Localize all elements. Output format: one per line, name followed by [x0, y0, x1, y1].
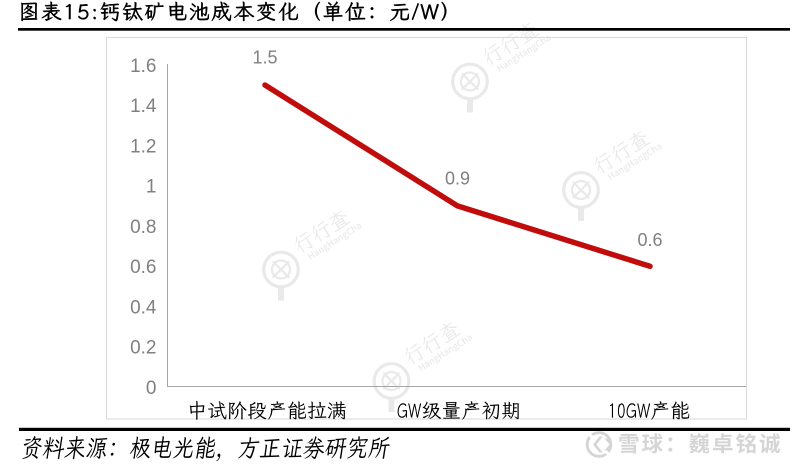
- svg-text:1.5: 1.5: [252, 47, 277, 67]
- svg-text:1: 1: [146, 177, 157, 198]
- svg-text:1.4: 1.4: [130, 96, 157, 117]
- svg-text:0: 0: [146, 378, 157, 399]
- svg-text:0.6: 0.6: [637, 230, 662, 250]
- svg-text:1.2: 1.2: [130, 136, 156, 157]
- svg-text:0.2: 0.2: [130, 338, 156, 359]
- svg-text:1.6: 1.6: [130, 56, 156, 77]
- svg-text:0.8: 0.8: [130, 217, 156, 238]
- svg-text:0.9: 0.9: [445, 168, 470, 188]
- svg-text:0.4: 0.4: [130, 297, 157, 318]
- svg-text:0.6: 0.6: [130, 257, 156, 278]
